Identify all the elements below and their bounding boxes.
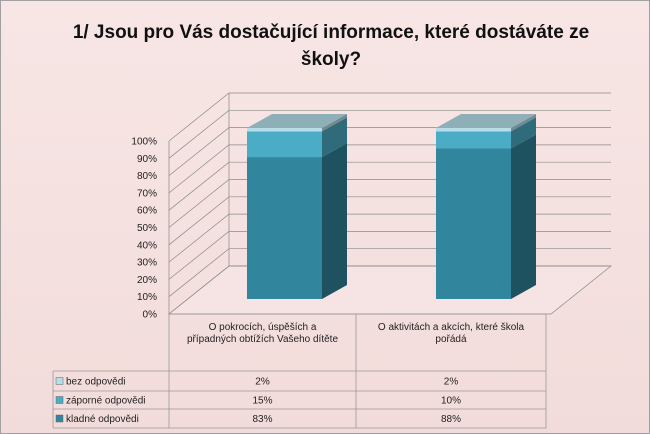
y-tick-label: 100% <box>131 137 157 148</box>
bar-front <box>436 148 511 299</box>
bar-segment <box>436 114 536 132</box>
y-tick-label: 50% <box>137 223 157 234</box>
value-label: 15% <box>252 396 272 407</box>
category-label: O pokrocích, úspěších a případných obtíž… <box>186 322 339 345</box>
category-label: O aktivitách a akcích, které škola pořád… <box>377 322 525 345</box>
value-label: 2% <box>255 377 270 388</box>
y-tick-label: 20% <box>137 275 157 286</box>
y-tick-label: 30% <box>137 258 157 269</box>
bar-side <box>322 117 347 158</box>
grid-line <box>168 92 611 142</box>
bar-segment <box>436 117 536 149</box>
value-label: 83% <box>252 414 272 425</box>
y-tick-label: 60% <box>137 206 157 217</box>
bar-side <box>322 114 347 132</box>
bar-front <box>436 128 511 132</box>
legend-label: bez odpovědi <box>66 377 126 388</box>
y-tick-label: 70% <box>137 188 157 199</box>
grid-line <box>168 196 611 246</box>
bar-front <box>247 157 322 299</box>
bar-front <box>247 128 322 132</box>
grid-line <box>168 144 611 194</box>
legend-key <box>55 414 64 423</box>
bar-segment <box>247 117 347 158</box>
y-tick-label: 40% <box>137 240 157 251</box>
bar-side <box>322 143 347 299</box>
legend-key <box>55 377 64 385</box>
grid-line <box>168 109 611 159</box>
bar-side <box>511 114 536 132</box>
bar-segment <box>247 114 347 132</box>
chart-title: 1/ Jsou pro Vás dostačující informace, k… <box>72 22 590 70</box>
value-label: 10% <box>441 396 461 407</box>
grid-line <box>168 161 611 211</box>
legend-label: záporné odpovědi <box>66 396 146 407</box>
bar-top <box>247 114 347 128</box>
floor <box>168 265 612 315</box>
grid-line <box>168 213 611 263</box>
bar-side <box>511 134 536 299</box>
y-tick-label: 0% <box>143 310 158 321</box>
y-tick-label: 90% <box>137 154 157 165</box>
bar-top <box>436 114 536 128</box>
bar-segment <box>436 134 536 299</box>
y-tick-label: 10% <box>137 292 157 303</box>
bar-side <box>511 117 536 149</box>
grid-line <box>168 179 611 228</box>
bar-segment <box>247 143 347 299</box>
bar-front <box>247 131 322 158</box>
legend-label: kladné odpovědi <box>66 414 139 425</box>
bar-front <box>436 131 511 149</box>
value-label: 88% <box>441 414 461 425</box>
legend-key <box>55 396 64 404</box>
y-tick-label: 80% <box>137 171 157 182</box>
value-label: 2% <box>444 377 459 388</box>
grid-line <box>168 127 611 176</box>
